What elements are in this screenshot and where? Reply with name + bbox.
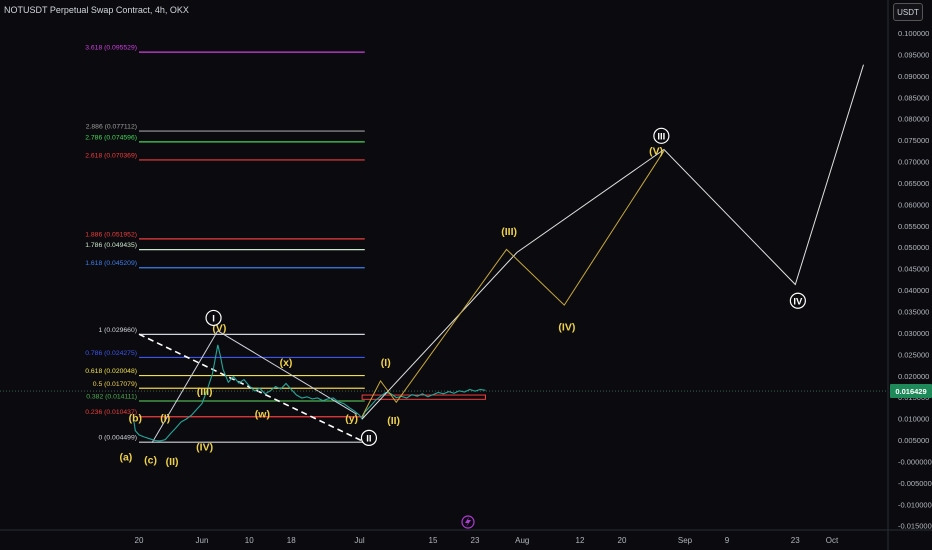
y-tick-label: 0.075000 — [898, 136, 929, 145]
x-tick-label: Jun — [196, 536, 209, 545]
x-tick-label: 20 — [618, 536, 627, 545]
wave-label: (a) — [119, 451, 132, 463]
wave-label: (y) — [345, 413, 358, 425]
y-tick-label: 0.050000 — [898, 243, 929, 252]
y-tick-label: 0.090000 — [898, 72, 929, 81]
y-tick-label: 0.065000 — [898, 179, 929, 188]
current-price-tag — [890, 384, 932, 399]
y-tick-label: 0.080000 — [898, 115, 929, 124]
y-tick-label: -0.015000 — [898, 522, 932, 531]
wave-label: (II) — [387, 415, 400, 427]
wave-label: (II) — [166, 456, 179, 468]
circled-wave-marker — [360, 429, 378, 446]
symbol-title: NOTUSDT Perpetual Swap Contract, 4h, OKX — [4, 5, 189, 15]
impulse-line — [151, 330, 219, 443]
channel-upper-line — [217, 330, 358, 415]
x-tick-label: 9 — [725, 536, 730, 545]
circled-wave-marker — [653, 127, 670, 144]
event-marker-icon[interactable] — [461, 515, 475, 529]
circled-wave-label: I — [212, 313, 215, 324]
wave-label: (IV) — [558, 321, 575, 333]
wave-label: (III) — [501, 226, 517, 238]
x-tick-label: 18 — [287, 536, 296, 545]
y-tick-label: 0.070000 — [898, 158, 929, 167]
fib-level-label: 0 (0.004499) — [98, 435, 137, 442]
fib-level-label: 2.618 (0.070369) — [85, 152, 137, 159]
fib-level-label: 0.786 (0.024275) — [85, 350, 137, 357]
circled-wave-label: III — [657, 131, 665, 142]
y-tick-label: -0.000000 — [898, 457, 932, 466]
projection-lines — [361, 64, 864, 420]
chart-extras — [461, 515, 475, 529]
trendlines — [138, 330, 486, 443]
y-tick-label: 0.045000 — [898, 265, 929, 274]
current-price-tag-label: 0.016429 — [895, 387, 926, 396]
y-tick-label: 0.060000 — [898, 200, 929, 209]
price-line — [133, 344, 486, 442]
wave-label: (IV) — [196, 441, 213, 453]
circled-wave-label: IV — [793, 296, 803, 307]
price-series — [0, 344, 888, 442]
fib-level-label: 1.886 (0.051952) — [85, 231, 137, 238]
wave-label: (I) — [381, 357, 391, 369]
circled-wave-label: II — [366, 433, 371, 444]
y-axis: 0.100000 0.095000 0.090000 0.085000 0.080000… — [890, 29, 932, 531]
x-tick-label: Aug — [515, 536, 529, 545]
fibonacci-levels: 3.618 (0.095529) 2.886 (0.077112) 2.786 (0… — [85, 45, 365, 443]
wave-label: (c) — [144, 454, 157, 466]
fib-level-label: 0.382 (0.014111) — [86, 393, 137, 400]
y-tick-label: 0.010000 — [898, 415, 929, 424]
wave-label: (I) — [160, 413, 170, 425]
wave-label: (w) — [255, 408, 270, 420]
x-tick-label: 20 — [135, 536, 144, 545]
wave-label: (V) — [649, 145, 663, 157]
y-tick-label: 0.095000 — [898, 50, 929, 59]
x-tick-label: 10 — [245, 536, 254, 545]
y-tick-label: 0.100000 — [898, 29, 929, 38]
fib-level-label: 1 (0.029660) — [98, 327, 137, 334]
fib-level-label: 1.786 (0.049435) — [85, 242, 137, 249]
wave-labels: (a) (b) (c) (I) (II) (III) (IV) (V) (w) (x) (y) (I)… — [119, 127, 806, 468]
y-tick-label: 0.030000 — [898, 329, 929, 338]
x-tick-label: 15 — [429, 536, 438, 545]
wave-label: (x) — [280, 357, 293, 369]
x-tick-label: 23 — [791, 536, 800, 545]
x-tick-label: Jul — [354, 536, 364, 545]
x-tick-label: Sep — [678, 536, 693, 545]
fib-level-label: 3.618 (0.095529) — [85, 45, 137, 52]
y-tick-label: 0.040000 — [898, 286, 929, 295]
fib-level-label: 0.236 (0.010437) — [85, 409, 137, 416]
fib-level-label: 2.786 (0.074596) — [85, 134, 137, 141]
x-tick-label: Oct — [826, 536, 839, 545]
circled-wave-marker — [789, 292, 806, 309]
fib-level-label: 1.618 (0.045209) — [85, 260, 137, 267]
y-tick-label: -0.005000 — [898, 479, 932, 488]
projection-white-line — [361, 64, 864, 420]
x-axis: 20 Jun 10 18 Jul 15 23 Aug 12 20 Sep 9 23 Oct — [135, 536, 839, 545]
lightning-icon — [465, 517, 471, 527]
y-tick-label: 0.005000 — [898, 436, 929, 445]
y-tick-label: 0.035000 — [898, 307, 929, 316]
projection-yellow-line — [361, 150, 665, 417]
circled-wave-marker — [205, 309, 222, 327]
y-tick-label: 0.085000 — [898, 93, 929, 102]
fib-level-label: 0.5 (0.017079) — [93, 381, 137, 388]
y-tick-label: 0.020000 — [898, 372, 929, 381]
y-tick-label: 0.025000 — [898, 350, 929, 359]
wave-label: (III) — [197, 386, 213, 398]
fib-level-label: 2.886 (0.077112) — [86, 124, 137, 131]
x-tick-label: 23 — [471, 536, 480, 545]
x-tick-label: 12 — [576, 536, 585, 545]
fib-level-label: 0.618 (0.020048) — [85, 368, 137, 375]
currency-button[interactable]: USDT — [893, 3, 923, 21]
y-tick-label: -0.010000 — [898, 500, 932, 509]
wave-label: (b) — [129, 413, 142, 425]
y-tick-label: 0.055000 — [898, 222, 929, 231]
